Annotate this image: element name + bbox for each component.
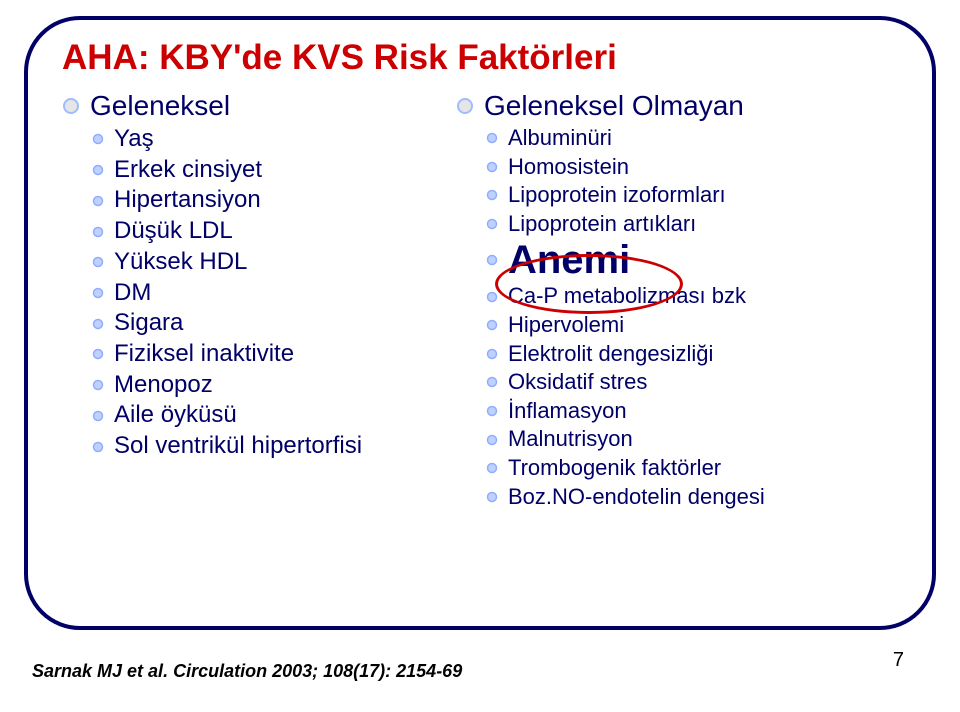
item-text: Erkek cinsiyet [114,155,262,186]
bullet-icon [92,256,104,268]
bullet-icon [486,405,498,417]
bullet-icon [92,410,104,422]
right-column: Geleneksel Olmayan Albuminüri Homosistei… [456,88,898,511]
bullet-icon [486,132,498,144]
columns: Geleneksel Yaş Erkek cinsiyet Hipertansi… [62,88,898,511]
bullet-icon [486,189,498,201]
highlight-text: Anemi [508,238,630,282]
bullet-icon [92,133,104,145]
list-item: Yaş [62,124,454,155]
bullet-icon [62,97,80,115]
item-text: Boz.NO-endotelin dengesi [508,483,765,512]
slide: AHA: KBY'de KVS Risk Faktörleri Geleneks… [0,0,960,712]
item-text: Yaş [114,124,154,155]
bullet-icon [486,291,498,303]
bullet-icon [92,195,104,207]
list-item: Düşük LDL [62,216,454,247]
item-text: Trombogenik faktörler [508,454,721,483]
list-item: Yüksek HDL [62,247,454,278]
list-item: Malnutrisyon [456,425,898,454]
bullet-icon [486,376,498,388]
item-text: Homosistein [508,153,629,182]
item-text: DM [114,278,151,309]
list-item: Aile öyküsü [62,400,454,431]
item-text: Hipervolemi [508,311,624,340]
list-item: Homosistein [456,153,898,182]
bullet-icon [486,348,498,360]
item-text: Sigara [114,308,183,339]
bullet-icon [486,491,498,503]
item-text: İnflamasyon [508,397,627,426]
citation-text: Sarnak MJ et al. Circulation 2003; 108(1… [32,661,462,682]
content-area: AHA: KBY'de KVS Risk Faktörleri Geleneks… [62,38,898,610]
left-heading-text: Geleneksel [90,90,230,122]
bullet-icon [92,379,104,391]
item-text: Hipertansiyon [114,185,261,216]
item-text: Ca-P metabolizması bzk [508,282,746,311]
item-text: Menopoz [114,370,213,401]
list-item: Trombogenik faktörler [456,454,898,483]
list-item: Sol ventrikül hipertorfisi [62,431,454,462]
bullet-icon [92,164,104,176]
bullet-icon [92,318,104,330]
list-item: Oksidatif stres [456,368,898,397]
list-item: Ca-P metabolizması bzk [456,282,898,311]
slide-title: AHA: KBY'de KVS Risk Faktörleri [62,38,898,78]
list-item: Hipertansiyon [62,185,454,216]
bullet-icon [486,319,498,331]
item-text: Lipoprotein izoformları [508,181,726,210]
list-item: Boz.NO-endotelin dengesi [456,483,898,512]
bullet-icon [92,348,104,360]
item-text: Aile öyküsü [114,400,237,431]
list-item: Menopoz [62,370,454,401]
left-column: Geleneksel Yaş Erkek cinsiyet Hipertansi… [62,88,456,511]
list-item: Sigara [62,308,454,339]
list-item: Lipoprotein artıkları [456,210,898,239]
highlight-item: Anemi [456,238,898,282]
bullet-icon [486,161,498,173]
item-text: Elektrolit dengesizliği [508,340,713,369]
bullet-icon [92,287,104,299]
list-item: Elektrolit dengesizliği [456,340,898,369]
left-heading: Geleneksel [62,90,454,122]
item-text: Albuminüri [508,124,612,153]
list-item: Hipervolemi [456,311,898,340]
list-item: Lipoprotein izoformları [456,181,898,210]
page-number: 7 [893,649,904,672]
item-text: Oksidatif stres [508,368,647,397]
item-text: Fiziksel inaktivite [114,339,294,370]
bullet-icon [456,97,474,115]
item-text: Yüksek HDL [114,247,247,278]
right-heading: Geleneksel Olmayan [456,90,898,122]
bullet-icon [486,434,498,446]
bullet-icon [486,254,498,266]
bullet-icon [92,441,104,453]
bullet-icon [486,218,498,230]
item-text: Sol ventrikül hipertorfisi [114,431,362,462]
list-item: DM [62,278,454,309]
list-item: Albuminüri [456,124,898,153]
item-text: Lipoprotein artıkları [508,210,696,239]
list-item: Erkek cinsiyet [62,155,454,186]
bullet-icon [92,226,104,238]
list-item: İnflamasyon [456,397,898,426]
bullet-icon [486,462,498,474]
list-item: Fiziksel inaktivite [62,339,454,370]
right-heading-text: Geleneksel Olmayan [484,90,744,122]
item-text: Düşük LDL [114,216,233,247]
item-text: Malnutrisyon [508,425,633,454]
